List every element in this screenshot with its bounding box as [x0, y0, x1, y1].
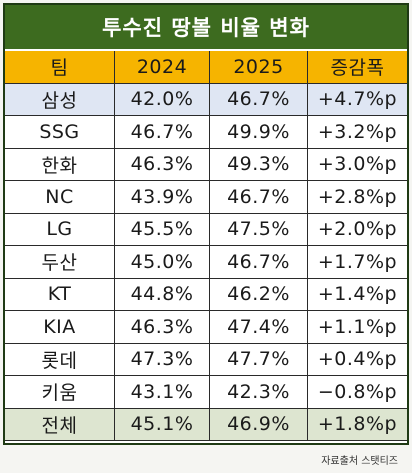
value-2024-cell: 43.9%	[115, 181, 210, 214]
value-2025-cell: 47.7%	[210, 343, 308, 376]
team-cell: 삼성	[5, 83, 115, 116]
header-2025: 2025	[210, 51, 308, 84]
change-cell: +1.1%p	[308, 311, 407, 344]
change-cell: +4.7%p	[308, 83, 407, 116]
change-cell: +3.2%p	[308, 116, 407, 149]
team-cell: KIA	[5, 311, 115, 344]
value-2025-cell: 42.3%	[210, 376, 308, 409]
value-2025-cell: 47.5%	[210, 213, 308, 246]
value-2025-cell: 47.4%	[210, 311, 308, 344]
header-change: 증감폭	[308, 51, 407, 84]
value-2024-cell: 43.1%	[115, 376, 210, 409]
change-cell: +0.4%p	[308, 344, 407, 376]
team-cell: 전체	[5, 408, 115, 441]
change-cell: +2.8%p	[308, 181, 407, 214]
team-cell: 롯데	[5, 343, 115, 376]
change-cell: +1.4%p	[308, 279, 407, 311]
value-2024-cell: 46.7%	[115, 116, 210, 149]
data-table: 팀 2024 2025 증감폭 삼성 42.0% 46.7% +4.7%p SS…	[5, 51, 407, 441]
change-cell: +1.7%p	[308, 246, 407, 279]
value-2024-cell: 45.0%	[115, 246, 210, 279]
value-2025-cell: 46.7%	[210, 246, 308, 279]
value-2024-cell: 42.0%	[115, 83, 210, 116]
table-frame: 투수진 땅볼 비율 변화 팀 2024 2025 증감폭 삼성 42.0% 46…	[3, 3, 409, 445]
value-2024-cell: 46.3%	[115, 148, 210, 181]
header-2024: 2024	[115, 51, 210, 84]
value-2024-cell: 44.8%	[115, 278, 210, 311]
team-cell: SSG	[5, 116, 115, 149]
team-cell: NC	[5, 181, 115, 214]
change-cell: −0.8%p	[308, 376, 407, 409]
value-2024-cell: 45.1%	[115, 408, 210, 441]
value-2024-cell: 46.3%	[115, 311, 210, 344]
table-title: 투수진 땅볼 비율 변화	[5, 5, 407, 49]
change-cell: +1.8%p	[308, 408, 407, 441]
team-cell: 두산	[5, 246, 115, 279]
value-2025-cell: 49.3%	[210, 148, 308, 181]
source-note: 자료출처 스탯티즈	[321, 456, 398, 467]
header-team: 팀	[5, 51, 115, 84]
team-cell: 한화	[5, 148, 115, 181]
value-2025-cell: 49.9%	[210, 116, 308, 149]
value-2025-cell: 46.2%	[210, 278, 308, 311]
value-2024-cell: 45.5%	[115, 213, 210, 246]
team-cell: 키움	[5, 376, 115, 409]
change-cell: +2.0%p	[308, 214, 407, 246]
change-cell: +3.0%p	[308, 149, 407, 181]
value-2025-cell: 46.9%	[210, 408, 308, 441]
value-2025-cell: 46.7%	[210, 181, 308, 214]
team-cell: KT	[5, 278, 115, 311]
team-cell: LG	[5, 213, 115, 246]
value-2025-cell: 46.7%	[210, 83, 308, 116]
value-2024-cell: 47.3%	[115, 343, 210, 376]
